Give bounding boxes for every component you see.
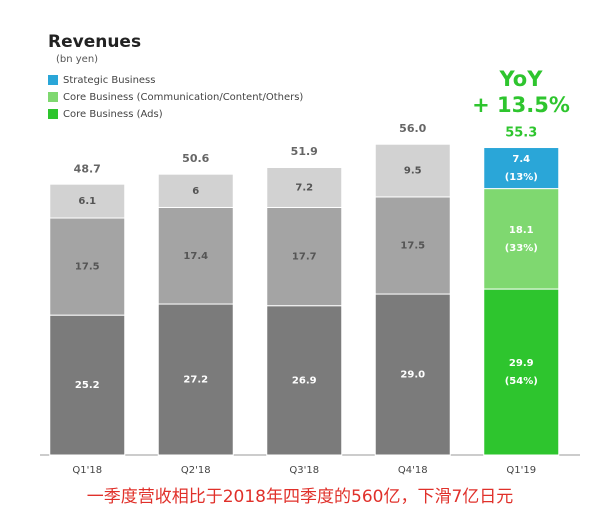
x-tick-label: Q2'18 — [181, 465, 211, 476]
value-label: 7.4 — [512, 154, 530, 165]
chart-title: Revenues — [48, 32, 141, 52]
share-label: (54%) — [505, 376, 538, 387]
legend-label: Strategic Business — [63, 75, 155, 86]
bar-segment — [266, 305, 343, 456]
value-label: 7.2 — [295, 182, 313, 193]
share-label: (33%) — [505, 243, 538, 254]
value-label: 17.4 — [183, 251, 208, 262]
total-label: 50.6 — [182, 152, 209, 165]
value-label: 29.0 — [400, 370, 425, 381]
bar-segment — [266, 167, 343, 208]
total-label: 48.7 — [74, 163, 101, 176]
share-label: (13%) — [505, 172, 538, 183]
yoy-title: YoY — [499, 67, 544, 91]
chart-subtitle: (bn yen) — [56, 54, 98, 65]
bar-segment — [483, 288, 560, 456]
legend-label: Core Business (Ads) — [63, 109, 163, 120]
legend-swatch — [48, 75, 58, 85]
yoy-value: + 13.5% — [472, 93, 570, 117]
x-tick-label: Q4'18 — [398, 465, 428, 476]
bar-segment — [157, 303, 234, 456]
bar-segment — [49, 314, 126, 456]
value-label: 27.2 — [183, 375, 208, 386]
total-label: 51.9 — [291, 145, 318, 158]
value-label: 17.7 — [292, 252, 317, 263]
bar-segment — [483, 147, 560, 190]
bar-segment — [266, 206, 343, 307]
bar-segment — [157, 206, 234, 305]
value-label: 25.2 — [75, 380, 100, 391]
bar-segment — [157, 173, 234, 208]
value-label: 6 — [192, 186, 199, 197]
legend-swatch — [48, 109, 58, 119]
bar-segment — [49, 217, 126, 316]
bar-segment — [49, 183, 126, 219]
legend-swatch — [48, 92, 58, 102]
value-label: 6.1 — [78, 196, 96, 207]
value-label: 17.5 — [75, 262, 100, 273]
bar-segment — [374, 196, 451, 295]
value-label: 9.5 — [404, 166, 422, 177]
value-label: 17.5 — [400, 240, 425, 251]
caption: 一季度营收相比于2018年四季度的560亿，下滑7亿日元 — [87, 487, 514, 507]
value-label: 29.9 — [509, 358, 534, 369]
total-label: 56.0 — [399, 122, 426, 135]
total-label: 55.3 — [505, 126, 537, 141]
x-tick-label: Q1'19 — [506, 465, 536, 476]
legend-label: Core Business (Communication/Content/Oth… — [63, 92, 303, 103]
bar-segment — [483, 188, 560, 290]
x-tick-label: Q3'18 — [289, 465, 319, 476]
x-tick-label: Q1'18 — [72, 465, 102, 476]
value-label: 26.9 — [292, 375, 317, 386]
value-label: 18.1 — [509, 225, 534, 236]
bar-segment — [374, 143, 451, 198]
